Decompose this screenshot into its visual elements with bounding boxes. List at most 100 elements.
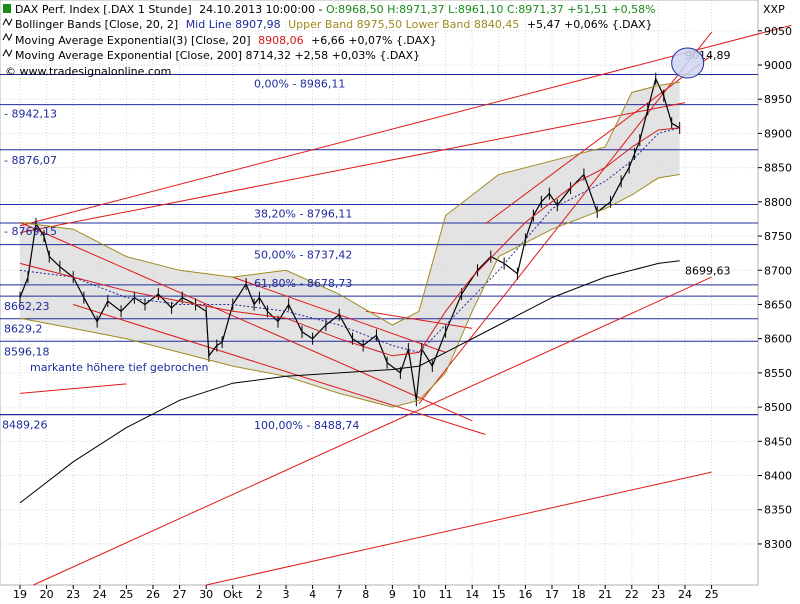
- level-label: 0,00% - 8986,11: [254, 78, 345, 91]
- y-tick-label: 8800: [764, 196, 792, 209]
- legend-time: 24.10.2013 10:00:00 -: [199, 3, 326, 16]
- x-tick-label: 19: [13, 588, 27, 600]
- x-tick-label: 27: [173, 588, 187, 600]
- highlight-circle: [671, 47, 705, 79]
- y-tick-label: 9050: [764, 25, 792, 38]
- x-tick-label: 15: [492, 588, 506, 600]
- trendline: [19, 383, 127, 394]
- x-tick-label: 23: [66, 588, 80, 600]
- trendline: [19, 102, 686, 234]
- y-tick-label: 8750: [764, 230, 792, 243]
- legend-ema20-icon: [2, 32, 13, 42]
- levels-layer: [0, 74, 758, 416]
- y-tick-label: 8900: [764, 127, 792, 140]
- legend-ohlc: O:8968,50 H:8971,37 L:8961,10 C:8971,37 …: [326, 3, 656, 16]
- level-label: 8489,26: [2, 418, 48, 431]
- chart-legend: DAX Perf. Index [.DAX 1 Stunde] 24.10.20…: [2, 3, 656, 78]
- level-label: 50,00% - 8737,42: [254, 249, 352, 262]
- legend-line-3: Moving Average Exponential(3) [Close, 20…: [15, 34, 437, 47]
- bollinger-mid-line: [19, 127, 680, 353]
- trendline: [19, 221, 473, 422]
- y-tick-label: 8700: [764, 264, 792, 277]
- level-label: - 8769,15: [4, 225, 57, 238]
- x-tick-label: 30: [199, 588, 213, 600]
- x-tick-label: 21: [598, 588, 612, 600]
- y-tick-label: 8450: [764, 435, 792, 448]
- x-tick-label: 26: [146, 588, 160, 600]
- x-tick-label: Okt: [223, 588, 243, 600]
- trendline: [19, 24, 792, 227]
- x-tick-label: 17: [545, 588, 559, 600]
- symbol-label: XXP: [763, 3, 785, 16]
- legend-line-1: DAX Perf. Index [.DAX 1 Stunde] 24.10.20…: [15, 3, 656, 16]
- annotation-text: markante höhere tief gebrochen: [30, 361, 208, 374]
- x-tick-label: 4: [309, 588, 316, 600]
- legend-ema20-name: Moving Average Exponential(3) [Close, 20…: [15, 34, 251, 47]
- level-label: 8596,18: [4, 345, 50, 358]
- legend-ema200-icon: [2, 48, 13, 58]
- x-tick-label: 25: [705, 588, 719, 600]
- y-tick-label: 8500: [764, 401, 792, 414]
- bollinger-layer: [20, 82, 680, 408]
- x-tick-label: 16: [518, 588, 532, 600]
- x-tick-label: 9: [389, 588, 396, 600]
- y-tick-label: 8600: [764, 333, 792, 346]
- x-tick-label: 20: [40, 588, 54, 600]
- x-tick-label: 11: [439, 588, 453, 600]
- level-label: 38,20% - 8796,11: [254, 208, 352, 221]
- level-label: 100,00% - 8488,74: [254, 419, 359, 432]
- y-tick-label: 8650: [764, 298, 792, 311]
- legend-ema20-change: +6,66 +0,07% {.DAX}: [311, 34, 437, 47]
- legend-ema20-value: 8908,06: [258, 34, 304, 47]
- level-label: 8662,23: [4, 300, 50, 313]
- ema200-line: [19, 260, 680, 504]
- x-tick-label: 23: [651, 588, 665, 600]
- legend-line-2: Bollinger Bands [Close, 20, 2] Mid Line …: [15, 18, 653, 31]
- x-tick-label: 24: [93, 588, 107, 600]
- level-label: - 8942,13: [4, 108, 57, 121]
- legend-bollinger-icon: [2, 17, 13, 27]
- y-tick-label: 8350: [764, 504, 792, 517]
- trendline: [73, 303, 486, 435]
- trendline: [33, 276, 712, 586]
- legend-swatch-candles: [3, 4, 11, 13]
- series-layer: [19, 72, 681, 504]
- legend-bollinger-name: Bollinger Bands [Close, 20, 2]: [15, 18, 178, 31]
- x-tick-label: 3: [283, 588, 290, 600]
- price-mark-label: 8699,63: [685, 265, 731, 278]
- x-tick-label: 7: [336, 588, 343, 600]
- axes-layer: 8300835084008450850085508600865087008750…: [13, 25, 792, 601]
- x-tick-label: 2: [256, 588, 263, 600]
- level-label: - 8876,07: [4, 154, 57, 167]
- x-tick-label: 22: [625, 588, 639, 600]
- bollinger-upper-line: [19, 81, 680, 326]
- legend-bollinger-change: +5,47 +0,06% {.DAX}: [527, 18, 653, 31]
- x-tick-label: 18: [572, 588, 586, 600]
- y-tick-label: 8550: [764, 367, 792, 380]
- legend-instrument: DAX Perf. Index [.DAX 1 Stunde]: [15, 3, 192, 16]
- legend-ema200-text: Moving Average Exponential [Close, 200] …: [15, 49, 420, 62]
- y-tick-label: 8400: [764, 470, 792, 483]
- ema20-line: [19, 127, 680, 357]
- x-tick-label: 8: [362, 588, 369, 600]
- trendlines-layer: [19, 24, 792, 586]
- trendline: [206, 471, 712, 586]
- labels-layer: 0,00% - 8986,11 - 8942,13 - 8876,07 38,20% …: [2, 47, 731, 432]
- y-tick-label: 8850: [764, 162, 792, 175]
- trendline: [365, 310, 473, 329]
- copyright-text: © www.tradesignalonline.com: [5, 65, 171, 78]
- x-tick-label: 10: [412, 588, 426, 600]
- level-label: 61,80% - 8678,73: [254, 277, 352, 290]
- x-tick-label: 25: [119, 588, 133, 600]
- bollinger-band-area: [20, 82, 680, 408]
- x-tick-label: 14: [465, 588, 479, 600]
- x-tick-label: 24: [678, 588, 692, 600]
- y-tick-label: 9000: [764, 59, 792, 72]
- level-label: 8629,2: [4, 323, 43, 336]
- legend-bollinger-bands: Upper Band 8975,50 Lower Band 8840,45: [288, 18, 519, 31]
- y-tick-label: 8950: [764, 93, 792, 106]
- y-tick-label: 8300: [764, 538, 792, 551]
- legend-bollinger-mid: Mid Line 8907,98: [186, 18, 281, 31]
